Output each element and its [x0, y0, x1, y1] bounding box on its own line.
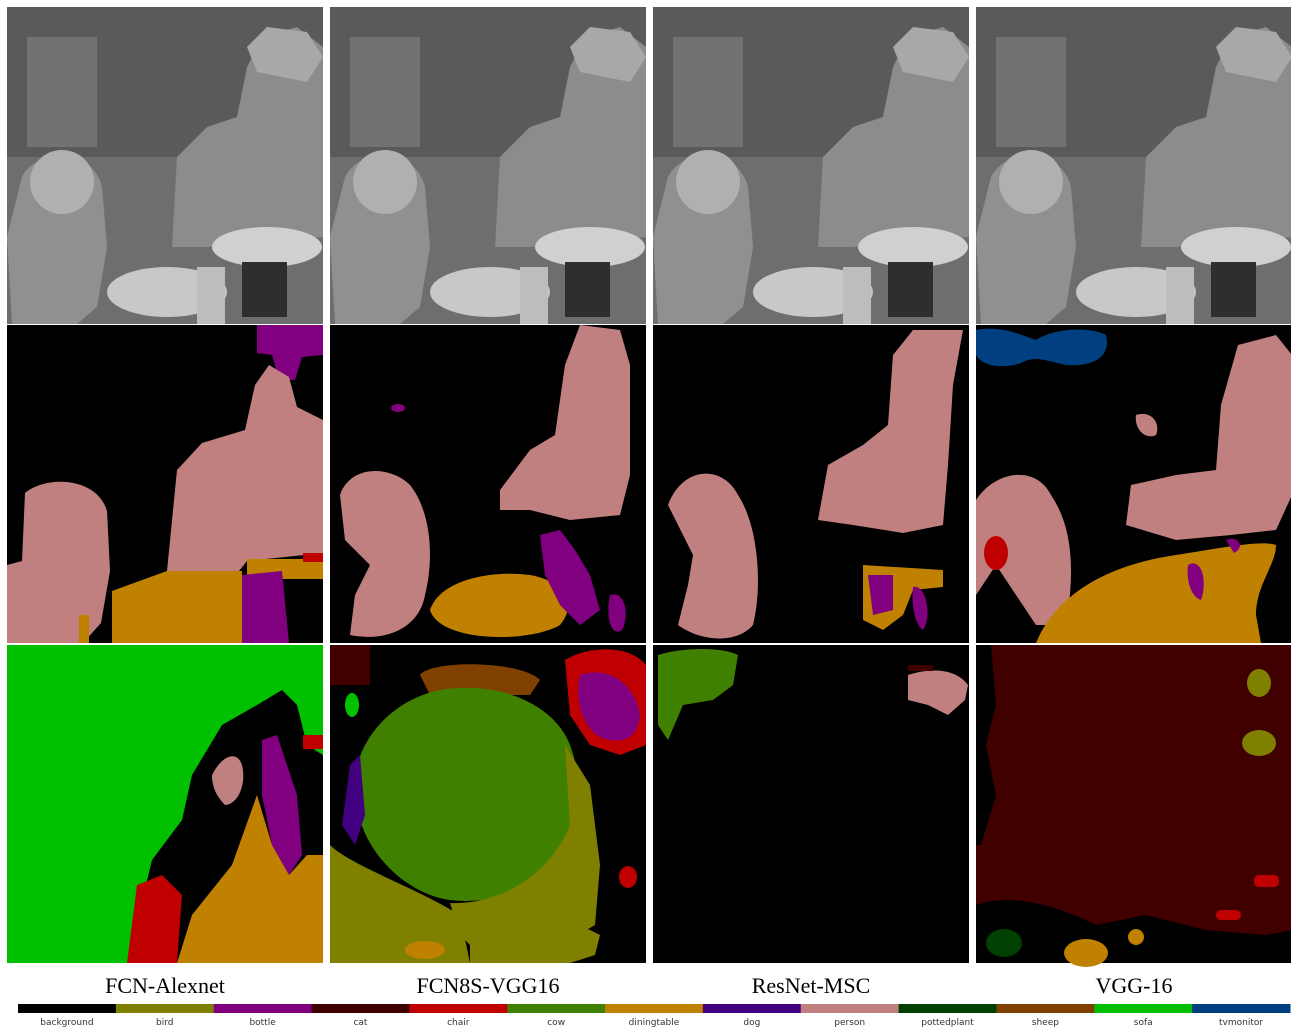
input-image — [976, 7, 1291, 324]
segmentation-map — [330, 645, 646, 963]
segmentation-map — [976, 645, 1291, 967]
input-image — [330, 7, 646, 324]
legend-swatch — [116, 1004, 214, 1013]
figure: FCN-Alexnet FCN8S-VGG16 ResNet-MSC VGG-16 ba… — [0, 0, 1291, 1027]
legend-label: tvmonitor — [1219, 1018, 1263, 1027]
legend-swatch — [703, 1004, 801, 1013]
legend-label: pottedplant — [921, 1018, 974, 1027]
legend-label: cow — [547, 1018, 565, 1027]
legend-swatch — [312, 1004, 410, 1013]
segmentation-map — [976, 325, 1291, 643]
segmentation-map — [653, 325, 969, 643]
legend-label: sofa — [1134, 1018, 1153, 1027]
legend-label: bird — [156, 1018, 173, 1027]
photos — [7, 7, 1291, 324]
legend-swatch — [801, 1004, 899, 1013]
legend-label: person — [834, 1018, 865, 1027]
segmentation-map — [7, 325, 323, 643]
legend-swatch — [996, 1004, 1094, 1013]
input-image — [653, 7, 969, 324]
legend-label: cat — [353, 1018, 367, 1027]
legend-swatch — [214, 1004, 312, 1013]
column-label: FCN8S-VGG16 — [416, 973, 559, 998]
legend-swatch — [409, 1004, 507, 1013]
segmentation-map — [7, 645, 323, 963]
legend-swatch — [605, 1004, 703, 1013]
column-label: VGG-16 — [1096, 973, 1173, 998]
legend-swatch — [18, 1004, 116, 1013]
legend-label: sheep — [1032, 1018, 1059, 1027]
input-image — [7, 7, 323, 324]
segmentation-map — [653, 645, 969, 963]
legend-swatch — [899, 1004, 997, 1013]
legend-label: diningtable — [629, 1018, 680, 1027]
legend-label: background — [40, 1018, 93, 1027]
legend-swatch — [1094, 1004, 1192, 1013]
segmentation-map — [330, 325, 646, 643]
legend-label: bottle — [249, 1018, 276, 1027]
legend-label: dog — [743, 1018, 760, 1027]
legend-swatch — [507, 1004, 605, 1013]
column-label: ResNet-MSC — [752, 973, 871, 998]
legend-label: chair — [447, 1018, 470, 1027]
column-label: FCN-Alexnet — [105, 973, 225, 998]
legend-swatch — [1192, 1004, 1290, 1013]
